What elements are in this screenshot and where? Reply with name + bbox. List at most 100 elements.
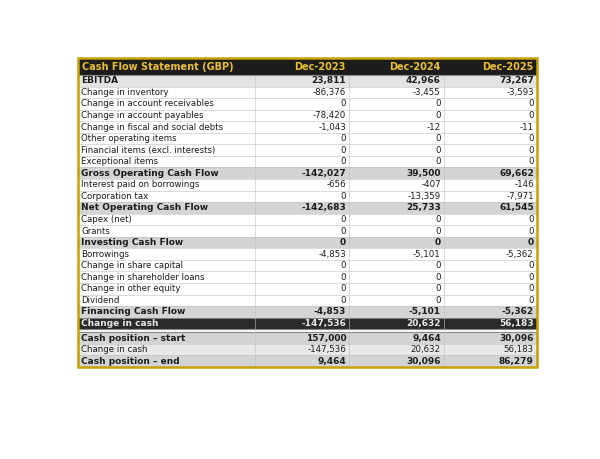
Bar bbox=[78, 237, 537, 248]
Text: Change in inventory: Change in inventory bbox=[81, 88, 169, 97]
Bar bbox=[78, 248, 537, 260]
Text: 23,811: 23,811 bbox=[311, 76, 346, 85]
Text: 0: 0 bbox=[341, 215, 346, 224]
Bar bbox=[78, 283, 537, 295]
Bar bbox=[78, 329, 537, 332]
Bar bbox=[78, 202, 537, 214]
Bar bbox=[78, 295, 537, 306]
Text: 20,632: 20,632 bbox=[406, 319, 441, 328]
Text: -3,593: -3,593 bbox=[506, 88, 534, 97]
Text: 0: 0 bbox=[436, 157, 441, 166]
Text: 0: 0 bbox=[436, 134, 441, 143]
Bar bbox=[78, 58, 537, 59]
Text: Grants: Grants bbox=[81, 227, 110, 235]
Text: 0: 0 bbox=[528, 227, 534, 235]
Text: Change in account receivables: Change in account receivables bbox=[81, 100, 214, 108]
Text: 0: 0 bbox=[341, 134, 346, 143]
Text: 30,096: 30,096 bbox=[406, 357, 441, 366]
Bar bbox=[78, 110, 537, 121]
Text: -3,455: -3,455 bbox=[413, 88, 441, 97]
Bar bbox=[78, 58, 537, 75]
Text: 69,662: 69,662 bbox=[499, 169, 534, 178]
Text: -142,027: -142,027 bbox=[302, 169, 346, 178]
Bar bbox=[78, 58, 537, 367]
Text: 0: 0 bbox=[436, 284, 441, 293]
Text: 0: 0 bbox=[527, 238, 534, 247]
Bar bbox=[78, 98, 537, 110]
Text: -11: -11 bbox=[520, 123, 534, 132]
Text: -5,362: -5,362 bbox=[506, 250, 534, 258]
Bar bbox=[78, 168, 537, 179]
Text: Change in cash: Change in cash bbox=[81, 319, 158, 328]
Text: -5,101: -5,101 bbox=[413, 250, 441, 258]
Text: Other operating items: Other operating items bbox=[81, 134, 177, 143]
Text: 0: 0 bbox=[341, 192, 346, 201]
Text: Change in share capital: Change in share capital bbox=[81, 261, 183, 270]
Text: Cash Flow Statement (GBP): Cash Flow Statement (GBP) bbox=[82, 62, 233, 72]
Text: -7,971: -7,971 bbox=[506, 192, 534, 201]
Bar bbox=[78, 87, 537, 98]
Text: Borrowings: Borrowings bbox=[81, 250, 129, 258]
Bar bbox=[78, 145, 537, 156]
Text: Change in account payables: Change in account payables bbox=[81, 111, 204, 120]
Text: Dec-2025: Dec-2025 bbox=[482, 62, 533, 72]
Text: 73,267: 73,267 bbox=[499, 76, 534, 85]
Text: 0: 0 bbox=[341, 100, 346, 108]
Bar bbox=[78, 355, 537, 367]
Text: 0: 0 bbox=[341, 284, 346, 293]
Text: 0: 0 bbox=[341, 146, 346, 155]
Text: Change in other equity: Change in other equity bbox=[81, 284, 181, 293]
Text: Financing Cash Flow: Financing Cash Flow bbox=[81, 308, 185, 316]
Text: -142,683: -142,683 bbox=[302, 203, 346, 213]
Text: -5,362: -5,362 bbox=[502, 308, 534, 316]
Text: 0: 0 bbox=[341, 273, 346, 282]
Bar bbox=[78, 344, 537, 355]
Text: 0: 0 bbox=[436, 100, 441, 108]
Bar bbox=[78, 225, 537, 237]
Bar bbox=[78, 318, 537, 329]
Bar bbox=[78, 133, 537, 145]
Text: 56,183: 56,183 bbox=[503, 345, 534, 354]
Text: Dividend: Dividend bbox=[81, 296, 119, 305]
Text: Corporation tax: Corporation tax bbox=[81, 192, 148, 201]
Text: 61,545: 61,545 bbox=[499, 203, 534, 213]
Text: Dec-2024: Dec-2024 bbox=[389, 62, 440, 72]
Text: 0: 0 bbox=[436, 261, 441, 270]
Bar bbox=[78, 271, 537, 283]
Text: 0: 0 bbox=[528, 100, 534, 108]
Text: Cash position – end: Cash position – end bbox=[81, 357, 180, 366]
Text: -146: -146 bbox=[514, 180, 534, 189]
Text: -4,853: -4,853 bbox=[319, 250, 346, 258]
Text: 0: 0 bbox=[341, 296, 346, 305]
Text: Capex (net): Capex (net) bbox=[81, 215, 132, 224]
Text: Dec-2023: Dec-2023 bbox=[294, 62, 346, 72]
Bar bbox=[78, 214, 537, 225]
Bar bbox=[78, 190, 537, 202]
Text: 20,632: 20,632 bbox=[410, 345, 441, 354]
Text: 0: 0 bbox=[436, 215, 441, 224]
Text: 56,183: 56,183 bbox=[499, 319, 534, 328]
Text: 9,464: 9,464 bbox=[412, 334, 441, 342]
Text: Gross Operating Cash Flow: Gross Operating Cash Flow bbox=[81, 169, 219, 178]
Text: 25,733: 25,733 bbox=[406, 203, 441, 213]
Bar bbox=[78, 179, 537, 190]
Text: -1,043: -1,043 bbox=[319, 123, 346, 132]
Text: 0: 0 bbox=[436, 296, 441, 305]
Text: Interest paid on borrowings: Interest paid on borrowings bbox=[81, 180, 200, 189]
Text: -78,420: -78,420 bbox=[313, 111, 346, 120]
Text: 0: 0 bbox=[528, 284, 534, 293]
Text: 0: 0 bbox=[341, 261, 346, 270]
Bar bbox=[78, 75, 537, 87]
Bar bbox=[78, 121, 537, 133]
Text: Change in fiscal and social debts: Change in fiscal and social debts bbox=[81, 123, 223, 132]
Text: 0: 0 bbox=[434, 238, 441, 247]
Text: 0: 0 bbox=[436, 146, 441, 155]
Text: 0: 0 bbox=[436, 111, 441, 120]
Text: 0: 0 bbox=[341, 227, 346, 235]
Text: -12: -12 bbox=[427, 123, 441, 132]
Text: Cash position – start: Cash position – start bbox=[81, 334, 185, 342]
Text: 0: 0 bbox=[528, 157, 534, 166]
Text: -147,536: -147,536 bbox=[301, 319, 346, 328]
Text: Exceptional items: Exceptional items bbox=[81, 157, 158, 166]
Bar bbox=[78, 156, 537, 168]
